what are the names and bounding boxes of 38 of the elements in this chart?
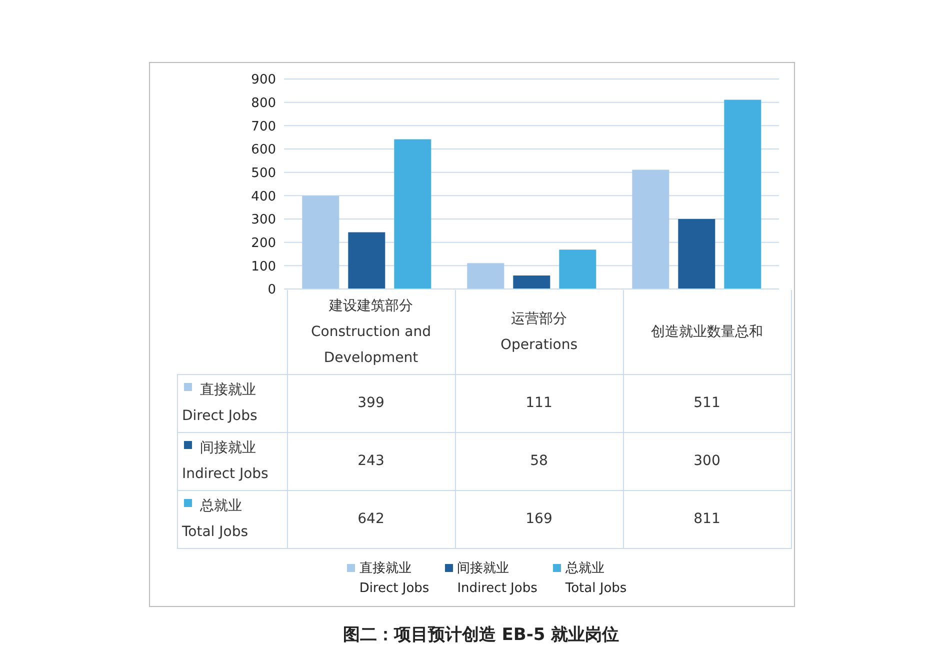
bar	[678, 219, 716, 289]
y-tick-label: 100	[251, 259, 276, 274]
y-tick-label: 200	[251, 236, 276, 251]
y-tick-label: 400	[251, 189, 276, 204]
text: 直接就业 Direct Jobs	[359, 560, 430, 596]
text: 总就业 Total Jobs	[565, 560, 627, 596]
data-label: 111	[455, 374, 623, 432]
y-tick-label: 300	[251, 212, 276, 228]
x-tick-label: 创造就业数量总和	[650, 322, 764, 342]
data-label: 243	[287, 432, 455, 490]
data-label: 511	[623, 374, 791, 432]
data-label: 58	[455, 432, 623, 490]
y-tick-label: 500	[251, 166, 276, 181]
bar	[348, 232, 386, 289]
bar	[394, 139, 432, 289]
data-label: 169	[455, 490, 623, 548]
text: 图二：项目预计创造 EB-5 就业岗位	[342, 624, 620, 646]
y-tick-label: 900	[251, 72, 276, 88]
x-tick-label: 建设建筑部分 Construction and Development	[288, 292, 454, 371]
legend-label: 直接就业 Direct Jobs	[182, 381, 258, 426]
legend-label: 间接就业 Indirect Jobs	[182, 439, 270, 484]
y-tick-label: 800	[251, 96, 276, 111]
bar	[513, 275, 550, 289]
bar	[302, 196, 340, 289]
data-label: 811	[623, 490, 791, 548]
y-tick-label: 700	[251, 119, 276, 134]
y-tick-label: 0	[268, 282, 276, 298]
legend-label: 总就业 Total Jobs	[182, 497, 250, 542]
text: 间接就业 Indirect Jobs	[457, 560, 538, 596]
bar	[467, 263, 504, 289]
data-label: 642	[287, 490, 455, 548]
data-label: 300	[623, 432, 791, 490]
y-tick-label: 600	[251, 142, 276, 158]
x-tick-label: 运营部分 Operations	[500, 310, 578, 355]
bar	[559, 250, 596, 289]
data-label: 399	[287, 374, 455, 432]
bar	[724, 100, 762, 289]
bar	[632, 170, 670, 289]
